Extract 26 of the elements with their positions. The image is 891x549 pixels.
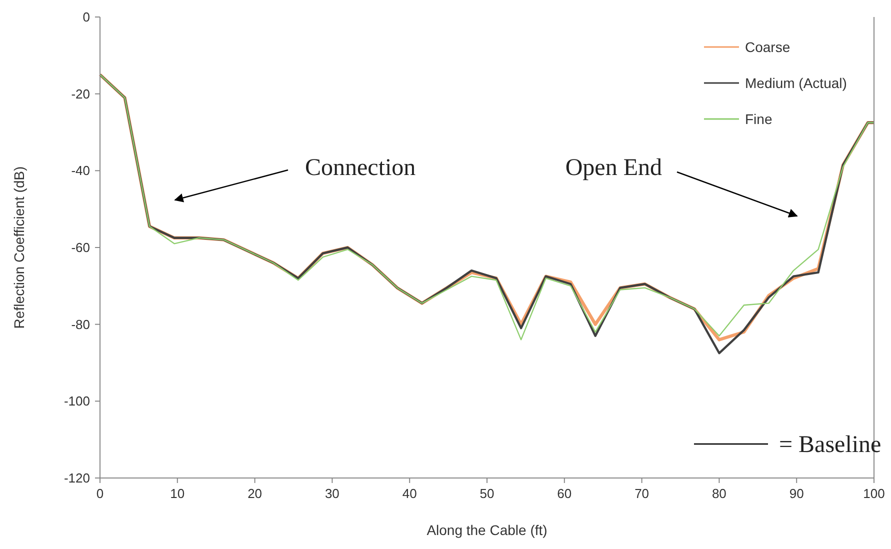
y-tick-label: -60: [71, 240, 90, 255]
y-tick-label: -20: [71, 86, 90, 102]
y-tick-label: 0: [82, 10, 90, 24]
x-tick-label: 30: [324, 486, 340, 501]
y-tick-label: -120: [64, 470, 90, 486]
x-tick-label: 100: [863, 486, 885, 501]
legend-label: Fine: [745, 111, 772, 127]
y-tick-label: -100: [64, 394, 90, 409]
annotation: Open End: [565, 155, 662, 181]
legend-label: Coarse: [745, 39, 790, 55]
x-tick-label: 10: [170, 486, 185, 501]
x-tick-label: 60: [557, 486, 572, 501]
y-tick-label: -40: [71, 163, 90, 178]
x-tick-label: 80: [712, 486, 726, 501]
annotation: = Baseline: [779, 432, 882, 458]
x-tick-label: 20: [248, 486, 262, 501]
x-tick-label: 0: [96, 486, 104, 501]
x-axis-title: Along the Cable (ft): [426, 522, 548, 538]
y-tick-label: -80: [71, 316, 90, 332]
x-tick-label: 40: [402, 486, 417, 501]
x-tick-label: 90: [789, 486, 804, 501]
y-axis-title: Reflection Coefficient (dB): [11, 166, 27, 329]
annotation: Connection: [305, 155, 416, 181]
x-tick-label: 50: [480, 486, 494, 501]
legend-label: Medium (Actual): [745, 75, 847, 91]
x-tick-label: 70: [634, 486, 650, 501]
